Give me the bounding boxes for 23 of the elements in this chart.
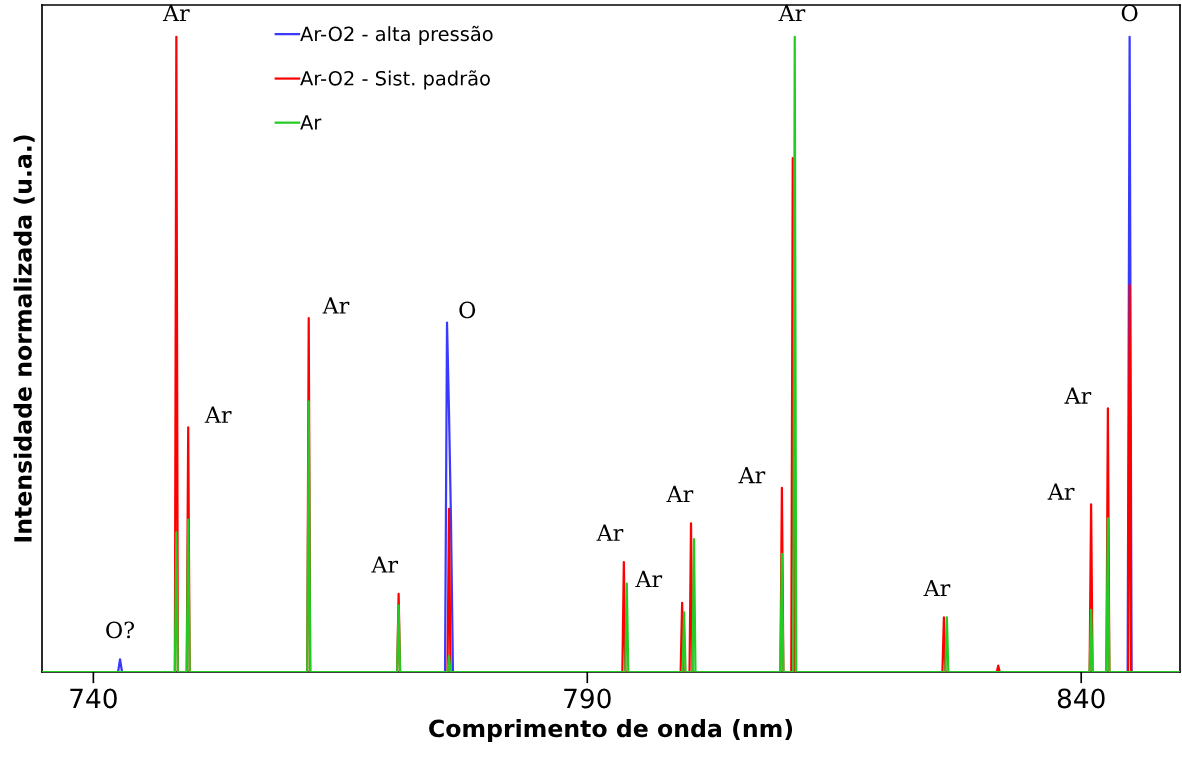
annotation: O — [459, 301, 476, 319]
annotation: Ar — [322, 297, 350, 314]
annotation: Ar — [923, 579, 951, 597]
y-axis-title: Intensidade normalizada (u.a.) — [13, 135, 35, 542]
annotation: Ar — [738, 466, 766, 484]
x-tick-label: 790 — [564, 688, 611, 709]
annotation: O? — [106, 621, 135, 639]
annotation: Ar — [666, 485, 694, 503]
x-tick-label: 740 — [70, 688, 117, 709]
x-tick-label: 840 — [1057, 688, 1105, 709]
x-axis-title: Comprimento de onda (nm) — [429, 719, 793, 742]
annotation: Ar — [1047, 483, 1075, 500]
annotation: Ar — [204, 406, 232, 423]
annotation: Ar — [1064, 387, 1092, 404]
annotation: Ar — [596, 524, 624, 541]
annotation: Ar — [162, 4, 190, 22]
annotation: Ar — [371, 556, 399, 573]
legend-label: Ar — [300, 115, 322, 130]
legend-label: Ar-O2 - alta pressão — [300, 25, 493, 45]
annotation: Ar — [635, 570, 663, 588]
legend-label: Ar-O2 - Sist. padrão — [300, 70, 490, 90]
annotation: Ar — [778, 4, 806, 22]
annotation: O — [1121, 4, 1138, 22]
